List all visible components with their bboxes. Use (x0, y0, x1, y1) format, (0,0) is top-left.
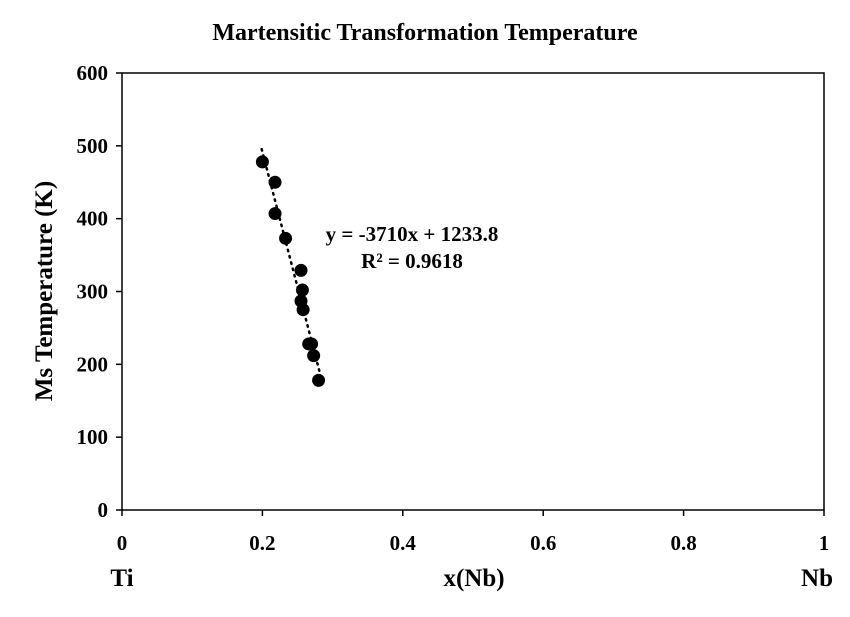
x-tick-label: 0.2 (249, 531, 275, 555)
x-axis: 0 0.2 0.4 0.6 0.8 1 (117, 510, 830, 555)
chart-title: Martensitic Transformation Temperature (212, 20, 638, 46)
data-point (294, 263, 308, 277)
data-point (268, 175, 282, 189)
x-left-endpoint-label: Ti (110, 565, 133, 592)
y-tick-label: 100 (77, 425, 109, 449)
x-tick-label: 0.6 (530, 531, 556, 555)
y-tick-label: 200 (77, 352, 109, 376)
data-point (305, 337, 319, 351)
data-points (255, 155, 326, 387)
trendline-equation: y = -3710x + 1233.8 (326, 222, 499, 246)
y-tick-label: 300 (77, 280, 109, 304)
data-point (255, 155, 269, 169)
data-point (296, 303, 310, 317)
data-point (312, 373, 326, 387)
y-axis: 0 100 200 300 400 500 600 (77, 61, 122, 522)
x-tick-label: 0.8 (670, 531, 696, 555)
x-right-endpoint-label: Nb (801, 565, 833, 592)
y-tick-label: 0 (98, 498, 109, 522)
plot-area (121, 72, 825, 511)
data-point (307, 349, 321, 363)
trendline-r-squared: R² = 0.9618 (361, 249, 463, 273)
x-tick-label: 1 (819, 531, 830, 555)
y-tick-label: 500 (77, 134, 109, 158)
y-axis-label: Ms Temperature (K) (31, 181, 58, 401)
x-tick-label: 0 (117, 531, 128, 555)
y-tick-label: 600 (77, 61, 109, 85)
data-point (268, 207, 282, 221)
data-point (279, 231, 293, 245)
x-axis-label: x(Nb) (443, 565, 504, 592)
data-point (295, 283, 309, 297)
y-tick-label: 400 (77, 207, 109, 231)
x-tick-label: 0.4 (390, 531, 417, 555)
